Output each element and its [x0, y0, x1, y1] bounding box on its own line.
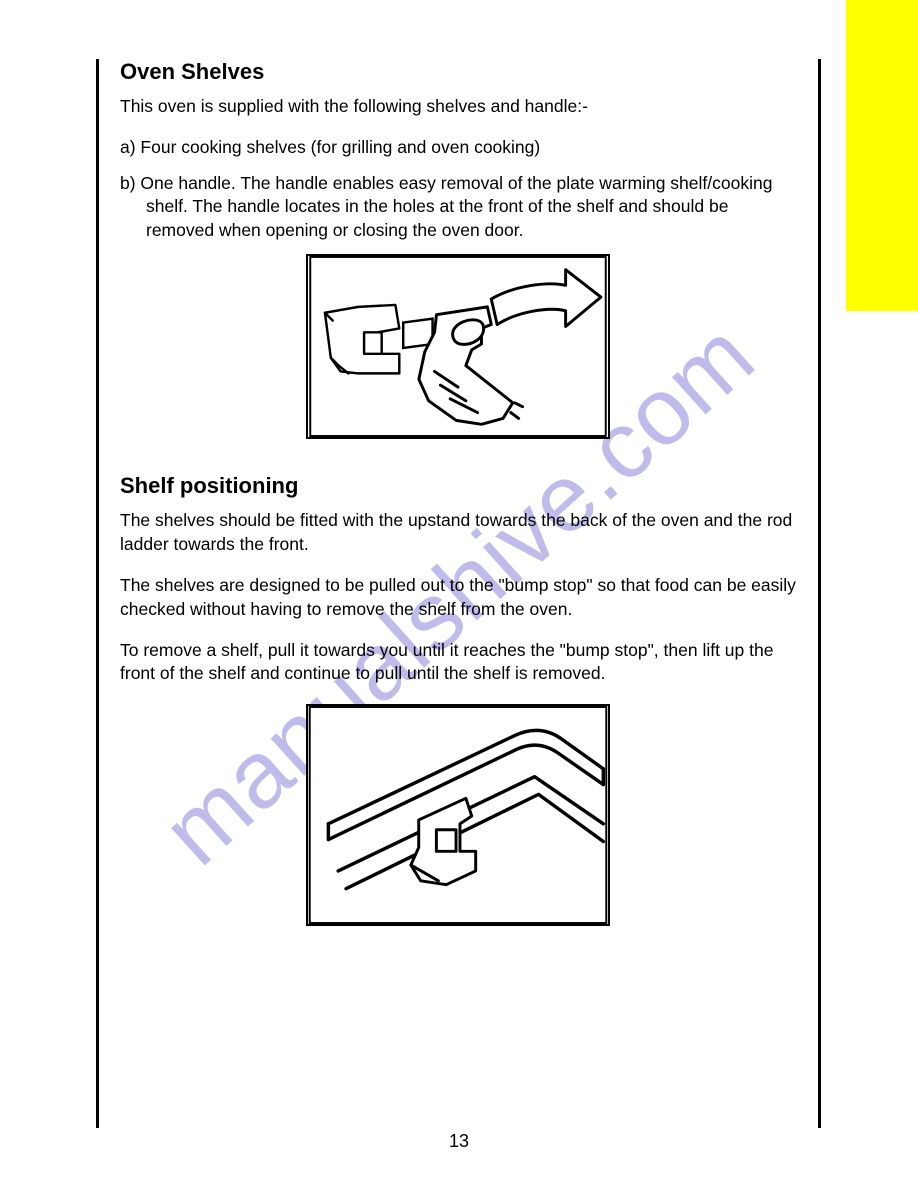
- body-oven-shelves: This oven is supplied with the following…: [120, 95, 796, 118]
- list-item-b-rest: The handle enables easy removal of the p…: [146, 173, 772, 240]
- list-item-a: a) Four cooking shelves (for grilling an…: [120, 136, 796, 159]
- body-positioning-2: The shelves are designed to be pulled ou…: [120, 574, 796, 621]
- manual-page: manualshive.com Oven Shelves This oven i…: [0, 0, 918, 1188]
- section-shelf-positioning: Shelf positioning The shelves should be …: [120, 473, 796, 926]
- body-positioning-3: To remove a shelf, pull it towards you u…: [120, 639, 796, 686]
- figure-shelf-corner: [306, 704, 610, 926]
- section-oven-shelves: Oven Shelves This oven is supplied with …: [120, 59, 796, 439]
- column-rule-right: [818, 59, 821, 1128]
- heading-shelf-positioning: Shelf positioning: [120, 473, 796, 499]
- content-column: Oven Shelves This oven is supplied with …: [120, 59, 796, 1119]
- body-positioning-1: The shelves should be fitted with the up…: [120, 509, 796, 556]
- list-item-b-lead: b) One handle.: [120, 173, 236, 193]
- list-item-b: b) One handle. The handle enables easy r…: [120, 172, 796, 242]
- figure-handle-removal: [306, 254, 610, 439]
- heading-oven-shelves: Oven Shelves: [120, 59, 796, 85]
- column-rule-left: [96, 59, 99, 1128]
- side-tab: [846, 0, 918, 311]
- page-number: 13: [449, 1131, 469, 1152]
